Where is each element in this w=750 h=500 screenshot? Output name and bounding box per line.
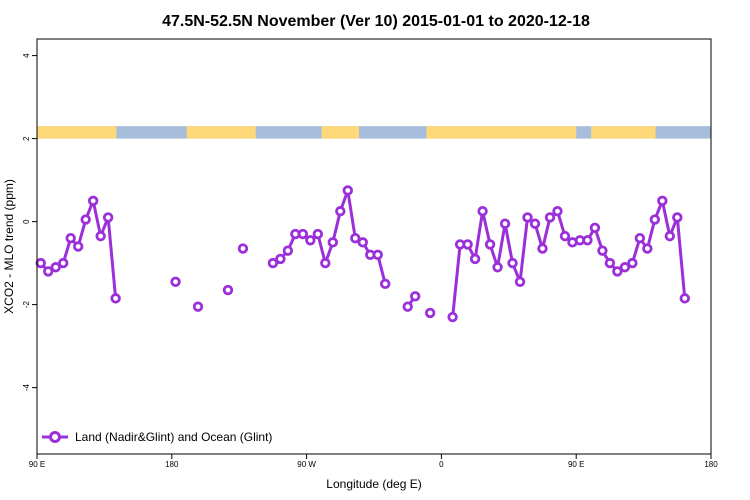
x-tick-label: 180 [704,460,718,469]
x-tick-label: 90 E [568,460,584,469]
data-point [372,249,383,260]
y-tick-label: 0 [22,219,31,224]
data-point [499,218,511,229]
data-point [409,291,421,302]
data-point [237,243,249,254]
data-point [335,206,346,217]
x-tick-label: 90 E [29,460,45,469]
data-point [65,232,76,244]
y-tick-label: -2 [22,300,31,308]
data-point [357,237,368,248]
data-point [642,243,653,254]
data-point [529,218,541,229]
x-tick-label: 0 [439,460,444,469]
data-point [664,230,676,242]
data-point [612,266,623,277]
data-point [544,212,556,223]
data-point [80,214,91,225]
land-band-segment [37,126,117,139]
x-tick-label: 180 [165,460,179,469]
data-point [447,311,458,323]
data-point [462,239,473,250]
data-point [597,245,608,256]
data-point [522,212,533,223]
data-point [43,266,54,277]
x-axis: 90 E 180 90 W 0 90 E 180 [29,454,718,469]
data-point [604,257,616,269]
data-point [507,257,518,269]
land-ocean-band [37,126,711,139]
data-point [72,241,84,252]
data-point [58,257,69,269]
data-point [484,239,496,250]
data-point [110,293,121,304]
land-band-segment [186,126,256,139]
data-point [469,253,481,265]
data-point [627,257,638,269]
data-point [537,243,548,254]
data-point [634,232,646,244]
x-tick-label: 90 W [297,460,316,469]
data-point [424,307,436,319]
data-point [297,228,309,240]
data-point [35,257,46,269]
series-layer [35,185,690,323]
data-point [95,230,106,242]
y-tick-label: 2 [22,136,31,141]
data-point [192,301,204,312]
data-point [672,212,683,223]
data-point [282,245,294,256]
data-point [312,228,324,240]
data-point [649,214,661,225]
data-point [327,237,339,248]
y-tick-label: 4 [22,53,31,58]
data-point [582,235,593,246]
data-point [275,253,286,265]
chart-title: 47.5N-52.5N November (Ver 10) 2015-01-01… [162,13,590,30]
y-tick-label: -4 [22,383,31,391]
data-point [477,206,488,217]
data-point [50,262,61,273]
series-line [272,188,387,285]
data-point [87,195,99,207]
data-point [552,206,563,217]
data-point [619,262,631,273]
data-point [342,185,353,196]
land-band-segment [321,126,360,139]
data-point [657,195,668,207]
y-axis: 4 2 0 -2 -4 [22,53,37,391]
data-point [514,276,526,287]
data-point [305,235,316,246]
data-point [679,293,690,304]
legend-entry-label: Land (Nadir&Glint) and Ocean (Glint) [75,430,272,444]
data-point [492,262,503,273]
data-point [170,276,181,287]
data-point [102,212,114,223]
data-point [380,278,391,290]
data-point [267,257,279,269]
data-point [559,230,571,242]
x-axis-label: Longitude (deg E) [326,477,421,491]
legend: Land (Nadir&Glint) and Ocean (Glint) [42,430,272,444]
plot-frame [36,38,712,455]
data-point [402,301,413,312]
data-point [222,284,234,296]
land-band-segment [591,126,656,139]
data-point [589,222,601,234]
land-band-segment [426,126,577,139]
data-point [350,232,361,244]
y-axis-label: XCO2 - MLO trend (ppm) [2,179,16,314]
legend-marker-swatch [49,431,61,443]
data-point [320,257,331,269]
